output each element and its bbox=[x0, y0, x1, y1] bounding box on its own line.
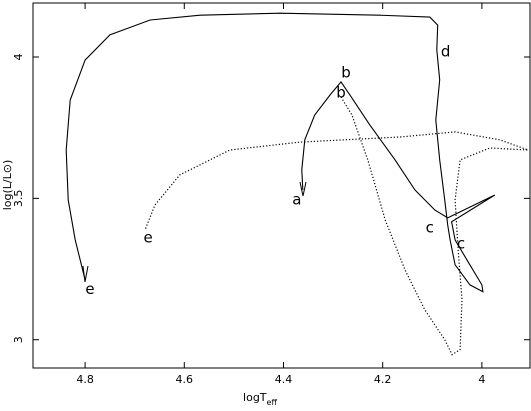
x-label-sub: eff bbox=[267, 398, 278, 407]
y-tick-label: 4 bbox=[12, 54, 25, 61]
x-tick-label: 4 bbox=[478, 373, 485, 386]
arrow-head bbox=[299, 181, 307, 197]
annotation: e bbox=[85, 280, 94, 298]
x-tick-label: 4.2 bbox=[374, 373, 392, 386]
annotation: e bbox=[143, 228, 152, 246]
solid-track bbox=[65, 12, 496, 293]
plot-frame bbox=[32, 2, 531, 369]
annotation: b bbox=[336, 83, 346, 101]
y-tick-label: 3 bbox=[12, 336, 25, 343]
x-label-main: logT bbox=[243, 391, 267, 404]
x-tick-label: 4.8 bbox=[76, 373, 94, 386]
y-tick-label: 3.5 bbox=[12, 190, 25, 208]
x-tick-label: 4.6 bbox=[176, 373, 194, 386]
annotation: a bbox=[292, 190, 301, 208]
annotation: c bbox=[457, 234, 465, 252]
x-axis-label: logTeff bbox=[243, 391, 277, 407]
annotation: d bbox=[441, 42, 451, 60]
annotation: b bbox=[341, 64, 351, 82]
annotation: c bbox=[426, 218, 434, 236]
dotted-track bbox=[144, 96, 529, 356]
arrow-head bbox=[82, 265, 89, 283]
x-tick-label: 4.4 bbox=[275, 373, 293, 386]
y-axis-label: log(L/L⊙) bbox=[1, 160, 14, 211]
